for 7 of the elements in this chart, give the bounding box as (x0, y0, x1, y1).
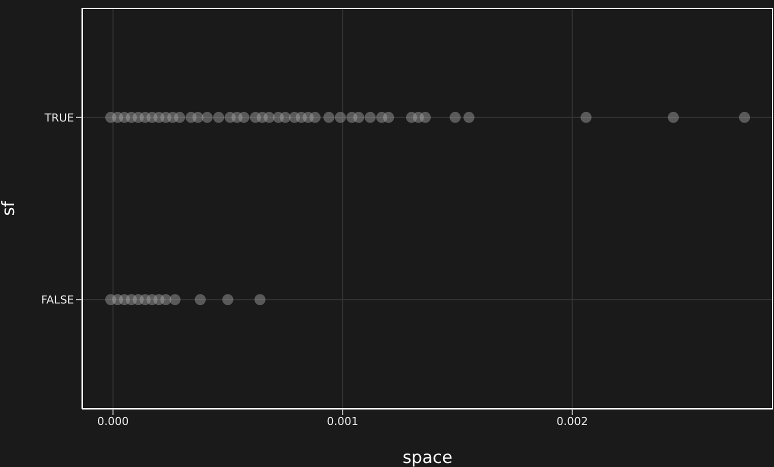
x-tick-label: 0.002 (556, 414, 588, 428)
x-tick-label: 0.000 (97, 414, 129, 428)
y-tick-label: TRUE (44, 111, 74, 124)
x-axis-title: space (402, 448, 452, 467)
x-tick-label: 0.001 (326, 414, 358, 428)
y-tick-label: FALSE (41, 294, 74, 307)
y-axis-title: sf (0, 200, 20, 216)
